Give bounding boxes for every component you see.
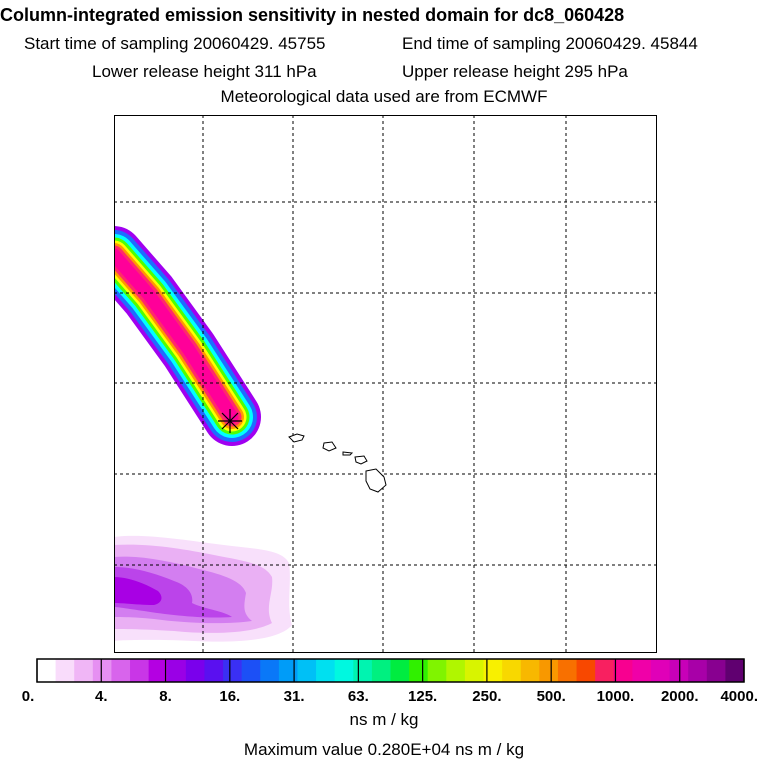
color-bar-cell (446, 659, 466, 682)
sensitivity-map (114, 115, 657, 653)
southern-sensitivity-field (114, 535, 292, 642)
color-bar-tick-label: 4. (95, 688, 108, 705)
color-bar-tick-label: 8. (159, 688, 172, 705)
color-bar-tick-label: 1000. (597, 688, 635, 705)
colorbar-unit-label: ns m / kg (349, 710, 419, 729)
color-bar-cell (725, 659, 745, 682)
color-bar-cell (688, 659, 708, 682)
color-bar-cell (595, 659, 615, 682)
color-bar-cell (427, 659, 447, 682)
color-bar-tick-label: 16. (219, 688, 240, 705)
color-bar-cell (55, 659, 75, 682)
color-bar-cell (130, 659, 150, 682)
color-bar-cell (539, 659, 559, 682)
island-kauai (288, 433, 305, 443)
color-bar-cell (502, 659, 522, 682)
maximum-value-label: Maximum value 0.280E+04 ns m / kg (243, 740, 525, 759)
color-bar-cell (464, 659, 485, 682)
color-bar-tick-label: 0. (22, 688, 35, 705)
asterisk-icon (218, 409, 242, 433)
color-bar-tick-label: 31. (284, 688, 305, 705)
map-title: Column-integrated emission sensitivity i… (0, 5, 625, 25)
color-bar-cell (371, 659, 391, 682)
color-bar-cell (334, 659, 354, 682)
color-bar-cell (576, 659, 596, 682)
color-bar-cell (409, 659, 429, 682)
color-bar-cell (390, 659, 410, 682)
color-bar-cell (111, 659, 131, 682)
color-bar-tick-label: 125. (408, 688, 437, 705)
color-bar-cells (37, 659, 745, 682)
color-bar-tick-label: 2000. (661, 688, 699, 705)
met-data-label: Meteorological data used are from ECMWF (220, 87, 548, 106)
color-bar-cell (520, 659, 540, 682)
map-grid (114, 115, 657, 653)
color-bar-cell (74, 659, 94, 682)
color-bar-cell (613, 659, 633, 682)
color-bar-cell (148, 659, 168, 682)
color-bar-cell (278, 659, 298, 682)
color-bar-cell (37, 659, 57, 682)
color-bar-cell (204, 659, 224, 682)
color-bar-cell (223, 659, 243, 682)
hawaii-islands (288, 433, 387, 493)
color-bar-cell (483, 659, 503, 682)
color-bar-tick-label: 4000. (720, 688, 758, 705)
island-oahu (322, 441, 337, 452)
color-bar-cell (241, 659, 261, 682)
color-bar-cell (632, 659, 652, 682)
color-bar-cell (185, 659, 205, 682)
color-bar-cell (650, 659, 671, 682)
color-bar-labels: 0. 4. 8. 16. 31. 63. 125. 250. 500. 1000. 2000. 400… (22, 688, 758, 705)
lower-release-height-label: Lower release height 311 hPa (92, 62, 317, 81)
island-molokai (342, 451, 354, 456)
color-bar-tick-label: 500. (537, 688, 566, 705)
island-maui (354, 455, 368, 465)
color-bar: 0. 4. 8. 16. 31. 63. 125. 250. 500. 1000. 2000. 400… (22, 658, 758, 705)
map-frame (114, 115, 657, 653)
color-bar-frame (36, 658, 745, 683)
color-bar-cell (167, 659, 187, 682)
end-time-label: End time of sampling 20060429. 45844 (402, 34, 698, 53)
upper-release-height-label: Upper release height 295 hPa (402, 62, 628, 81)
color-bar-cell (706, 659, 726, 682)
color-bar-cell (92, 659, 112, 682)
island-hawaii (365, 468, 387, 493)
color-bar-cell (297, 659, 317, 682)
start-time-label: Start time of sampling 20060429. 45755 (24, 34, 326, 53)
color-bar-cell (557, 659, 578, 682)
color-bar-tick-label: 63. (348, 688, 369, 705)
color-bar-cell (260, 659, 280, 682)
color-bar-tick-label: 250. (472, 688, 501, 705)
color-bar-cell (353, 659, 373, 682)
color-bar-cell (316, 659, 336, 682)
